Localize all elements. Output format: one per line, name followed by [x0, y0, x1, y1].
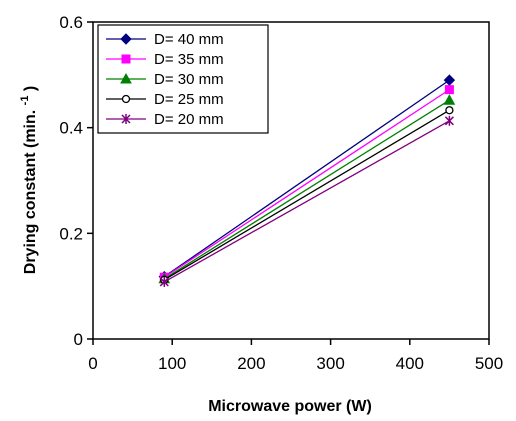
y-axis-title-main: Drying constant (min.: [22, 110, 39, 274]
legend-label: D= 35 mm: [154, 51, 224, 68]
x-tick-label: 100: [158, 354, 186, 373]
legend-item: D= 40 mm: [106, 31, 224, 48]
y-tick-label: 0: [74, 330, 83, 349]
legend-label: D= 40 mm: [154, 31, 224, 48]
data-point: [121, 54, 131, 64]
data-point: [120, 72, 132, 84]
plot-frame: [92, 21, 490, 340]
series-line: [163, 99, 450, 280]
series: [159, 115, 454, 287]
data-point: [121, 114, 131, 124]
legend-item: D= 20 mm: [106, 111, 224, 128]
y-axis-title: Drying constant (min. -1 ): [15, 86, 39, 274]
data-point: [444, 115, 454, 126]
data-point: [443, 94, 456, 105]
legend-label: D= 20 mm: [154, 111, 224, 128]
data-point: [121, 94, 131, 104]
legend-label: D= 30 mm: [154, 71, 224, 88]
data-point: [159, 276, 169, 287]
data-point: [444, 85, 454, 95]
x-axis-title: Microwave power (W): [208, 398, 372, 415]
data-point: [445, 106, 454, 115]
y-tick-label: 0.6: [59, 13, 83, 32]
data-point: [120, 33, 132, 45]
legend-item: D= 30 mm: [106, 71, 224, 88]
series-line: [163, 120, 450, 283]
x-tick-label: 400: [396, 354, 424, 373]
x-tick-label: 0: [88, 354, 97, 373]
series-group: [158, 74, 456, 287]
ticks: 0 100 200 300 400 500 0 0.2 0.4 0.6: [59, 13, 503, 373]
y-tick-label: 0.2: [59, 224, 83, 243]
series-line: [163, 89, 450, 278]
series-line: [163, 109, 450, 281]
legend: D= 40 mm D= 35 mm D= 30 mm D= 25 mm D= 20 mm: [97, 24, 269, 134]
y-axis-title-close: ): [22, 86, 39, 91]
y-tick-label: 0.4: [59, 119, 83, 138]
legend-item: D= 35 mm: [106, 51, 224, 68]
legend-item: D= 25 mm: [106, 91, 224, 108]
legend-label: D= 25 mm: [154, 91, 224, 108]
axes: [92, 21, 490, 340]
series-line: [163, 79, 450, 278]
y-axis-title-superscript: -1: [19, 96, 31, 106]
x-tick-label: 300: [316, 354, 344, 373]
x-tick-label: 200: [237, 354, 265, 373]
data-point: [443, 74, 456, 86]
x-tick-label: 500: [475, 354, 503, 373]
